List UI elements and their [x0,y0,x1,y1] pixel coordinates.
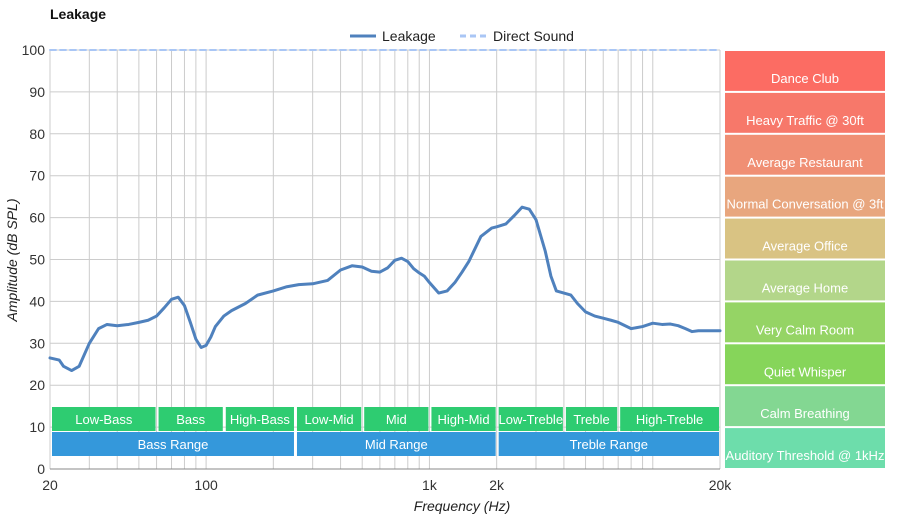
y-tick-label: 70 [29,168,45,184]
frequency-band-label: Low-Mid [305,412,354,427]
reference-level-label: Average Office [762,239,848,254]
frequency-band-label: High-Mid [438,412,490,427]
reference-levels: Dance Club Heavy Traffic @ 30ft Average Re… [725,51,885,468]
frequency-band [431,407,496,431]
reference-level-label: Very Calm Room [756,322,854,337]
x-tick-label: 1k [422,477,438,493]
legend: Leakage Direct Sound [350,28,574,44]
y-tick-label: 100 [22,42,46,58]
reference-level-label: Dance Club [771,71,839,86]
y-tick-label: 80 [29,126,45,142]
frequency-band [498,432,719,456]
legend-label: Direct Sound [493,28,574,44]
frequency-band [225,407,294,431]
series-line [48,205,722,373]
reference-level-label: Auditory Threshold @ 1kHz [726,448,885,463]
frequency-band [565,407,618,431]
y-tick-label: 0 [37,461,45,477]
x-tick-label: 100 [194,477,218,493]
reference-level-block [725,51,885,91]
reference-level-block [725,134,885,175]
y-tick-label: 40 [29,293,45,309]
frequency-band-label: High-Treble [636,412,703,427]
legend-label: Leakage [382,28,436,44]
frequency-band [364,407,429,431]
reference-level-block [725,218,885,259]
frequency-band-label: Low-Treble [499,412,564,427]
reference-level-label: Average Home [762,280,848,295]
reference-level-block [725,302,885,343]
reference-level-block [725,260,885,301]
frequency-band-label: Treble Range [570,437,648,452]
reference-level-label: Calm Breathing [760,406,850,421]
reference-level-label: Normal Conversation @ 3ft [727,197,884,212]
y-tick-label: 60 [29,210,45,226]
x-tick-label: 20 [42,477,58,493]
frequency-band-label: Low-Bass [75,412,133,427]
frequency-band [52,407,156,431]
y-tick-label: 10 [29,419,45,435]
axes: 0 10 20 30 40 50 60 70 80 90 100 20 100 1k 2k 20k [22,42,733,493]
frequency-band [498,407,563,431]
frequency-band [620,407,719,431]
frequency-band-label: High-Bass [230,412,290,427]
reference-level-block [725,386,885,427]
frequency-band [52,432,294,456]
reference-level-label: Quiet Whisper [764,364,847,379]
frequency-band [296,432,496,456]
reference-level-label: Average Restaurant [747,155,863,170]
y-tick-label: 90 [29,84,45,100]
y-axis-label: Amplitude (dB SPL) [4,199,20,323]
y-tick-label: 20 [29,377,45,393]
reference-level-block [725,428,885,468]
grid [49,49,721,470]
frequency-band-label: Bass Range [138,437,209,452]
reference-level-block [725,92,885,133]
frequency-band-label: Treble [573,412,609,427]
y-tick-label: 50 [29,252,45,268]
frequency-band [296,407,362,431]
reference-level-block [725,176,885,217]
chart-title: Leakage [50,6,106,22]
frequency-band-label: Mid Range [365,437,428,452]
reference-level-block [725,344,885,385]
reference-level-label: Heavy Traffic @ 30ft [746,113,864,128]
frequency-bands: Low-Bass Bass High-Bass Low-Mid Mid High-Mid L… [52,407,719,456]
x-tick-label: 20k [709,477,733,493]
frequency-band-label: Mid [386,412,407,427]
x-tick-label: 2k [489,477,505,493]
frequency-band [158,407,223,431]
y-tick-label: 30 [29,335,45,351]
frequency-band-label: Bass [176,412,205,427]
series-lines [48,49,722,373]
x-axis-label: Frequency (Hz) [414,498,510,514]
